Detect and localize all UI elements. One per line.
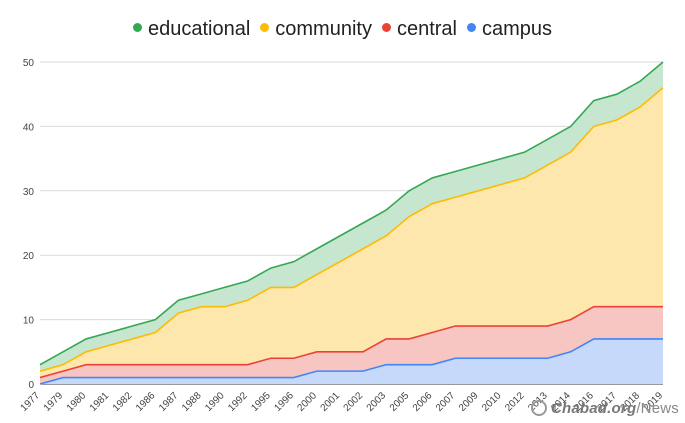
x-tick-label: 2000	[295, 390, 319, 414]
y-tick-label: 10	[23, 316, 35, 327]
legend-swatch	[467, 23, 476, 33]
x-tick-label: 1986	[134, 390, 158, 414]
area-campus	[40, 338, 663, 384]
x-tick-label: 2007	[434, 390, 458, 414]
x-tick-label: 2003	[365, 390, 389, 414]
x-tick-label: 2010	[480, 390, 504, 414]
x-tick-label: 2006	[411, 390, 435, 414]
y-tick-label: 40	[23, 122, 35, 133]
legend-label: campus	[482, 18, 553, 40]
legend-item-educational: educational	[132, 18, 251, 41]
x-tick-label: 2002	[342, 390, 366, 414]
legend-item-community: community	[260, 18, 372, 41]
line-central	[39, 305, 663, 379]
area-educational	[40, 62, 663, 372]
line-educational	[39, 61, 664, 366]
x-tick-label: 1980	[65, 390, 89, 414]
x-tick-label: 1995	[249, 390, 273, 414]
area-fills	[40, 62, 663, 384]
legend-swatch	[132, 23, 142, 33]
x-tick-label: 1981	[88, 390, 112, 414]
line-campus	[39, 338, 663, 385]
y-tick-label: 50	[23, 58, 35, 69]
x-tick-label: 1982	[111, 390, 135, 414]
x-tick-label: 1988	[180, 390, 204, 414]
watermark-brand: Chabad.org	[550, 399, 637, 417]
x-tick-label: 2005	[388, 390, 412, 414]
chabad-logo-icon	[530, 400, 547, 416]
line-community	[39, 87, 664, 372]
x-tick-label: 1979	[42, 390, 66, 414]
x-tick-label: 2012	[503, 390, 527, 414]
watermark-suffix: /News	[636, 399, 679, 417]
x-tick-label: 2009	[457, 390, 481, 414]
watermark: Chabad.org/News	[530, 399, 679, 417]
y-tick-label: 30	[23, 187, 35, 198]
area-community	[40, 87, 663, 378]
x-tick-label: 1992	[226, 390, 250, 414]
y-tick-label: 0	[28, 380, 34, 391]
y-tick-label: 20	[23, 251, 35, 262]
legend-item-campus: campus	[467, 18, 552, 41]
legend: educational community central campus	[0, 18, 685, 41]
legend-label: educational	[147, 18, 251, 40]
x-tick-label: 1987	[157, 390, 181, 414]
x-tick-label: 1977	[19, 390, 43, 414]
legend-label: community	[275, 18, 372, 40]
legend-swatch	[381, 23, 391, 33]
legend-swatch	[260, 23, 270, 33]
y-axis-ticks: 0 10 20 30 40 50	[23, 58, 35, 391]
legend-item-central: central	[381, 18, 457, 41]
legend-label: central	[396, 18, 457, 40]
x-tick-label: 2001	[319, 390, 343, 414]
series-lines	[39, 61, 664, 385]
x-tick-label: 1990	[203, 390, 227, 414]
x-tick-label: 1996	[272, 390, 296, 414]
